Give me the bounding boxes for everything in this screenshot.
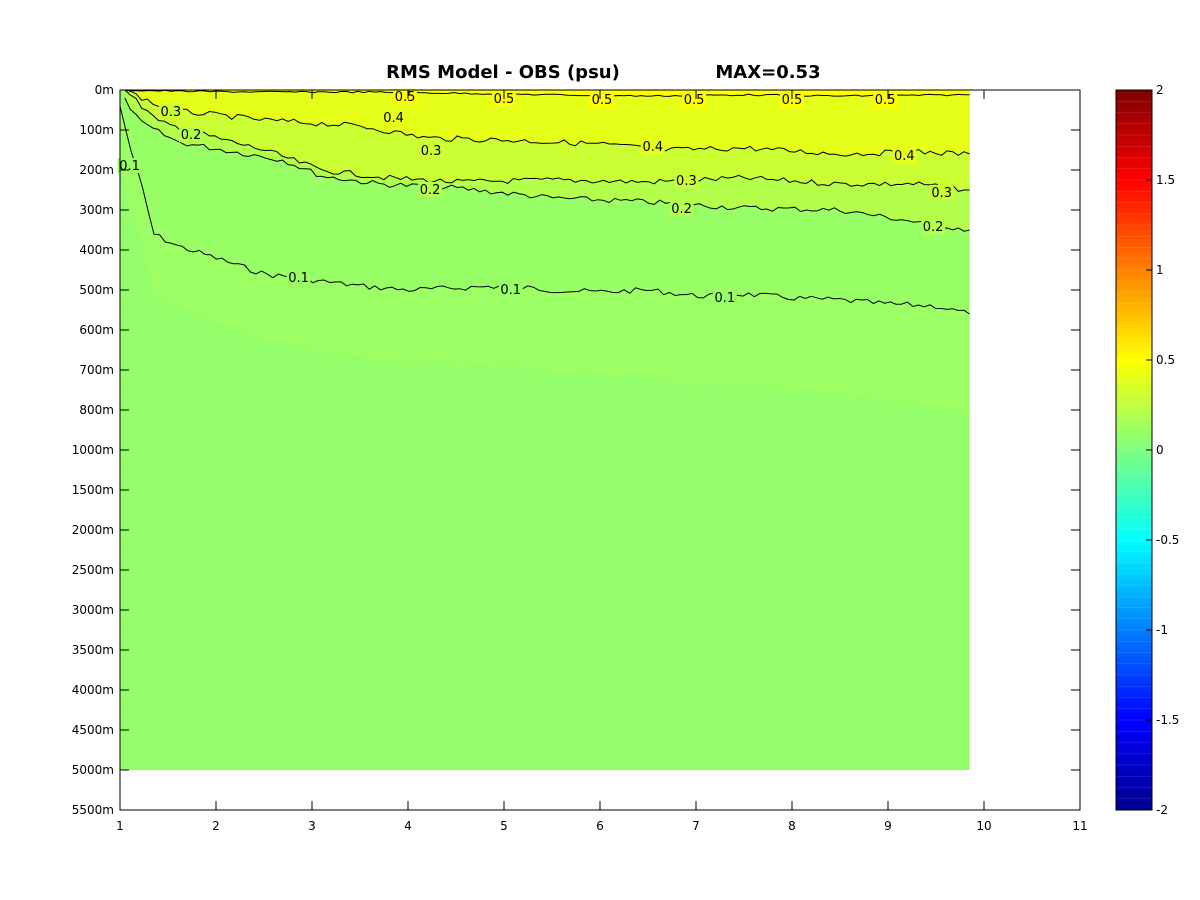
contour-line-0p2 xyxy=(124,97,970,232)
x-tick-label: 5 xyxy=(500,819,508,833)
y-tick-label: 1000m xyxy=(72,443,114,457)
colorbar-tick-label: -0.5 xyxy=(1156,533,1179,547)
x-tick-label: 8 xyxy=(788,819,796,833)
field-band-overlay-0p4 xyxy=(124,90,970,157)
contour-label-bg xyxy=(117,158,142,173)
y-tick-label: 0m xyxy=(95,83,114,97)
colorbar-tick-label: 0.5 xyxy=(1156,353,1175,367)
y-tick-label: 2000m xyxy=(72,523,114,537)
contour-line-0p3 xyxy=(124,89,970,192)
contour-label-bg xyxy=(873,92,898,107)
contour-label: 0.4 xyxy=(894,149,915,164)
contour-label: 0.1 xyxy=(288,271,309,286)
y-tick-label: 600m xyxy=(79,323,114,337)
x-tick-label: 10 xyxy=(976,819,991,833)
x-tick-label: 7 xyxy=(692,819,700,833)
contour-label: 0.3 xyxy=(421,144,442,159)
x-tick-label: 4 xyxy=(404,819,412,833)
x-tick-label: 2 xyxy=(212,819,220,833)
contour-label-bg xyxy=(393,88,418,104)
contour-label: 0.3 xyxy=(931,186,952,201)
y-tick-label: 300m xyxy=(79,203,114,217)
chart-max-label: MAX=0.53 xyxy=(715,62,820,83)
contour-label: 0.5 xyxy=(782,93,803,108)
contour-label-bg xyxy=(179,127,204,143)
x-tick-label: 11 xyxy=(1072,819,1087,833)
contour-label-bg xyxy=(892,148,917,163)
x-tick-label: 9 xyxy=(884,819,892,833)
contour-label-bg xyxy=(498,282,523,297)
contour-label-bg xyxy=(381,110,406,125)
contour-label: 0.3 xyxy=(161,105,182,120)
colorbar-tick-label: 1.5 xyxy=(1156,173,1175,187)
contour-label-bg xyxy=(712,290,737,305)
chart-title: RMS Model - OBS (psu) xyxy=(386,62,620,83)
y-tick-label: 4000m xyxy=(72,683,114,697)
salinity-rms-field xyxy=(120,90,970,770)
y-tick-label: 3500m xyxy=(72,643,114,657)
colorbar-tick-label: -1 xyxy=(1156,623,1168,637)
contour-label: 0.2 xyxy=(923,220,944,235)
field-band-overlay-0p5 xyxy=(120,90,970,97)
y-tick-label: 4500m xyxy=(72,723,114,737)
contour-label: 0.2 xyxy=(181,128,202,143)
y-tick-label: 3000m xyxy=(72,603,114,617)
colorbar-tick-label: -1.5 xyxy=(1156,713,1179,727)
contour-line-0p4 xyxy=(124,89,970,157)
contour-label: 0.5 xyxy=(494,92,515,107)
colorbar-tick-label: 1 xyxy=(1156,263,1164,277)
field-band-below-0p1 xyxy=(120,106,970,417)
y-tick-label: 5000m xyxy=(72,763,114,777)
y-tick-label: 800m xyxy=(79,403,114,417)
x-tick-label: 3 xyxy=(308,819,316,833)
contour-label: 0.5 xyxy=(592,93,613,108)
plot-area: 0.5 0.5 0.5 0.5 0.5 0.50.3 0.40.20.40.3 0.40.10… xyxy=(72,83,1088,833)
x-axis: 1 2 3 4 5 6 7 8 9 10 11 xyxy=(116,90,1088,833)
colorbar-tick-label: 0 xyxy=(1156,443,1164,457)
y-tick-label: 2500m xyxy=(72,563,114,577)
contour-label-bg xyxy=(674,173,699,189)
contour-label: 0.1 xyxy=(714,291,735,306)
contour-lines xyxy=(119,89,970,315)
contour-labels: 0.5 0.5 0.5 0.5 0.5 0.5 0.3 0.4 0.2 0.4 0.3 0.4 0.1 0… xyxy=(117,88,954,306)
x-tick-label: 6 xyxy=(596,819,604,833)
contour-label: 0.5 xyxy=(875,93,896,108)
contour-label-bg xyxy=(418,182,443,197)
contour-label-bg xyxy=(419,143,444,159)
x-tick-label: 1 xyxy=(116,819,124,833)
contour-label: 0.2 xyxy=(671,202,692,217)
contour-line-0p5 xyxy=(120,89,970,97)
y-tick-label: 200m xyxy=(79,163,114,177)
contour-label-bg xyxy=(158,104,183,119)
contour-label-bg xyxy=(286,270,311,285)
contour-label: 0.3 xyxy=(676,174,697,189)
colorbar-tick-label: 2 xyxy=(1156,83,1164,97)
contour-label-bg xyxy=(589,92,614,107)
contour-label-bg xyxy=(669,201,694,217)
y-tick-label: 700m xyxy=(79,363,114,377)
contour-label: 0.1 xyxy=(500,283,521,298)
y-axis: 0m 100m 200m 300m 400m 500m 600m 700m 800m 1000m 1… xyxy=(72,83,1080,817)
contour-line-0p1 xyxy=(119,105,970,315)
colorbar-ticks: 2 1.5 1 0.5 0 -0.5 -1 -1.5 -2 xyxy=(1146,83,1179,817)
y-tick-label: 100m xyxy=(79,123,114,137)
contour-label-bg xyxy=(640,139,665,155)
y-tick-label: 500m xyxy=(79,283,114,297)
colorbar: 2 1.5 1 0.5 0 -0.5 -1 -1.5 -2 xyxy=(1115,83,1179,817)
y-tick-label: 5500m xyxy=(72,803,114,817)
y-tick-label: 1500m xyxy=(72,483,114,497)
contour-label-bg xyxy=(780,92,804,107)
contour-label-bg xyxy=(929,184,954,200)
contour-label: 0.2 xyxy=(420,183,441,198)
contour-label: 0.5 xyxy=(684,93,705,108)
contour-label-bg xyxy=(682,92,707,107)
contour-label: 0.5 xyxy=(395,90,416,105)
y-tick-label: 400m xyxy=(79,243,114,257)
contour-label-bg xyxy=(921,219,946,235)
colorbar-tick-label: -2 xyxy=(1156,803,1168,817)
contour-label: 0.1 xyxy=(119,159,140,174)
contour-label: 0.4 xyxy=(642,140,663,155)
contour-label: 0.4 xyxy=(383,111,404,126)
